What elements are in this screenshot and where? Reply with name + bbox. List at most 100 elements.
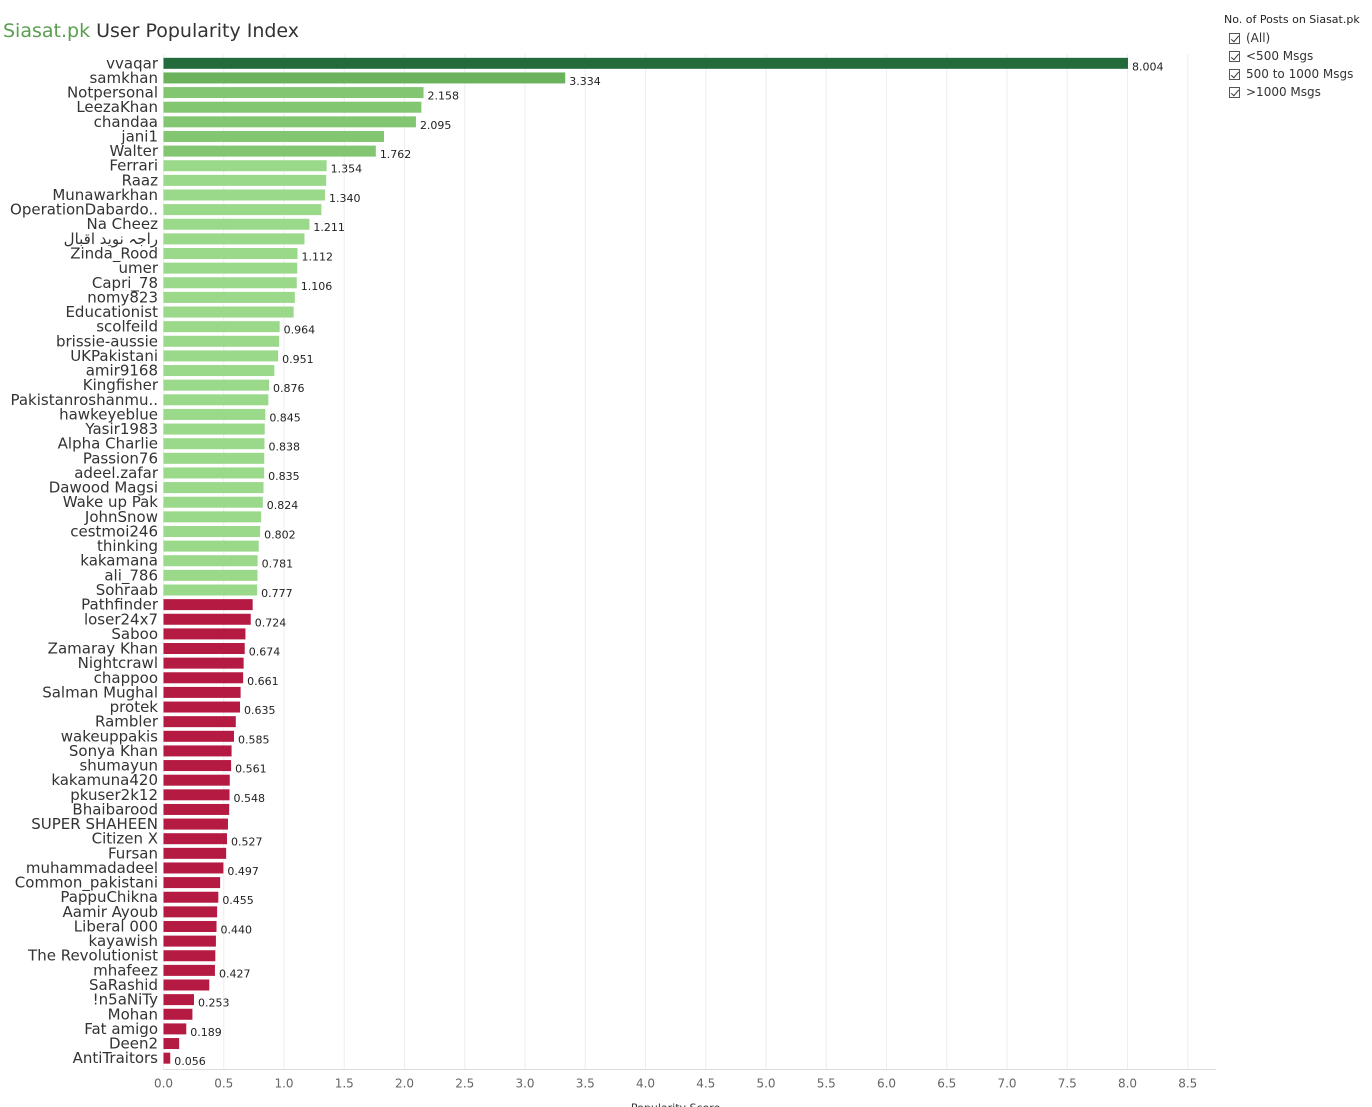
bar-27[interactable] bbox=[163, 452, 265, 464]
category-label: Common_pakistani bbox=[15, 874, 158, 893]
bar-63[interactable] bbox=[163, 979, 210, 991]
data-label: 0.876 bbox=[273, 382, 305, 395]
bar-9[interactable] bbox=[163, 189, 325, 201]
bar-66[interactable] bbox=[163, 1023, 187, 1035]
category-label: Salman Mughal bbox=[42, 683, 158, 701]
bar-16[interactable] bbox=[163, 291, 295, 303]
data-label: 0.527 bbox=[231, 836, 262, 849]
bar-55[interactable] bbox=[163, 862, 224, 874]
bar-49[interactable] bbox=[163, 774, 230, 786]
bar-30[interactable] bbox=[163, 496, 263, 508]
bar-51[interactable] bbox=[163, 803, 230, 815]
bar-15[interactable] bbox=[163, 277, 297, 289]
category-label: chappoo bbox=[94, 669, 158, 687]
bar-26[interactable] bbox=[163, 438, 265, 450]
bar-68[interactable] bbox=[163, 1052, 171, 1064]
bar-13[interactable] bbox=[163, 248, 298, 260]
category-label: Pathfinder bbox=[81, 596, 159, 614]
bar-23[interactable] bbox=[163, 394, 269, 406]
bar-28[interactable] bbox=[163, 467, 265, 479]
x-tick-label: 6.5 bbox=[937, 1076, 956, 1090]
bar-54[interactable] bbox=[163, 847, 227, 859]
x-tick-label: 7.5 bbox=[1058, 1076, 1077, 1090]
data-label: 1.762 bbox=[380, 148, 412, 161]
bar-10[interactable] bbox=[163, 204, 322, 216]
category-label: Ferrari bbox=[109, 157, 158, 175]
bar-37[interactable] bbox=[163, 599, 253, 611]
bar-56[interactable] bbox=[163, 877, 221, 889]
bar-8[interactable] bbox=[163, 174, 327, 186]
bar-58[interactable] bbox=[163, 906, 218, 918]
bar-41[interactable] bbox=[163, 657, 244, 669]
bar-18[interactable] bbox=[163, 321, 280, 333]
data-label: 3.334 bbox=[569, 75, 601, 88]
category-label: wakeuppakis bbox=[61, 727, 158, 745]
bar-61[interactable] bbox=[163, 950, 216, 962]
bar-48[interactable] bbox=[163, 760, 232, 772]
bar-1[interactable] bbox=[163, 72, 566, 84]
checkbox-checked-icon[interactable] bbox=[1229, 32, 1240, 44]
legend-item-over-1000[interactable]: >1000 Msgs bbox=[1229, 83, 1360, 101]
bar-67[interactable] bbox=[163, 1038, 180, 1050]
bar-17[interactable] bbox=[163, 306, 294, 318]
bar-53[interactable] bbox=[163, 833, 228, 845]
bar-50[interactable] bbox=[163, 789, 230, 801]
bar-20[interactable] bbox=[163, 350, 279, 362]
bar-0[interactable] bbox=[163, 57, 1128, 69]
bar-14[interactable] bbox=[163, 262, 298, 274]
legend-item-500-to-1000[interactable]: 500 to 1000 Msgs bbox=[1229, 65, 1360, 83]
bar-6[interactable] bbox=[163, 145, 376, 157]
category-label: adeel.zafar bbox=[74, 464, 159, 482]
data-label: 0.189 bbox=[190, 1026, 222, 1039]
bar-47[interactable] bbox=[163, 745, 232, 757]
category-label: loser24x7 bbox=[84, 610, 158, 628]
bar-11[interactable] bbox=[163, 218, 310, 230]
bar-12[interactable] bbox=[163, 233, 305, 245]
bar-59[interactable] bbox=[163, 920, 217, 932]
bar-42[interactable] bbox=[163, 672, 244, 684]
bar-43[interactable] bbox=[163, 686, 241, 698]
bar-39[interactable] bbox=[163, 628, 246, 640]
bar-5[interactable] bbox=[163, 130, 385, 142]
legend-item-all[interactable]: (All) bbox=[1229, 29, 1360, 47]
bar-40[interactable] bbox=[163, 643, 245, 655]
bar-52[interactable] bbox=[163, 818, 228, 830]
bar-38[interactable] bbox=[163, 613, 251, 625]
checkbox-checked-icon[interactable] bbox=[1229, 68, 1240, 80]
checkbox-checked-icon[interactable] bbox=[1229, 50, 1240, 62]
bar-36[interactable] bbox=[163, 584, 258, 596]
bar-25[interactable] bbox=[163, 423, 265, 435]
category-label: mhafeez bbox=[93, 961, 158, 979]
data-label: 0.253 bbox=[198, 997, 230, 1010]
bar-3[interactable] bbox=[163, 101, 422, 113]
x-tick-label: 4.0 bbox=[636, 1076, 655, 1090]
bar-34[interactable] bbox=[163, 555, 258, 567]
bar-29[interactable] bbox=[163, 482, 264, 494]
checkbox-checked-icon[interactable] bbox=[1229, 86, 1240, 98]
bar-4[interactable] bbox=[163, 116, 416, 128]
bar-7[interactable] bbox=[163, 160, 327, 172]
bar-22[interactable] bbox=[163, 379, 270, 391]
bar-19[interactable] bbox=[163, 335, 280, 347]
bar-64[interactable] bbox=[163, 994, 194, 1006]
bar-60[interactable] bbox=[163, 935, 216, 947]
bar-24[interactable] bbox=[163, 408, 266, 420]
category-label: Bhaibarood bbox=[72, 800, 158, 818]
bar-57[interactable] bbox=[163, 891, 219, 903]
bar-2[interactable] bbox=[163, 87, 424, 99]
bar-62[interactable] bbox=[163, 964, 215, 976]
bar-33[interactable] bbox=[163, 540, 259, 552]
bar-35[interactable] bbox=[163, 569, 258, 581]
bar-65[interactable] bbox=[163, 1008, 193, 1020]
bar-21[interactable] bbox=[163, 365, 275, 377]
data-label: 1.112 bbox=[301, 251, 333, 264]
bar-32[interactable] bbox=[163, 525, 261, 537]
bar-44[interactable] bbox=[163, 701, 241, 713]
bar-45[interactable] bbox=[163, 716, 236, 728]
legend-item-under-500[interactable]: <500 Msgs bbox=[1229, 47, 1360, 65]
bar-46[interactable] bbox=[163, 730, 234, 742]
data-label: 0.635 bbox=[244, 704, 276, 717]
category-label: pkuser2k12 bbox=[70, 786, 158, 804]
bar-31[interactable] bbox=[163, 511, 262, 523]
